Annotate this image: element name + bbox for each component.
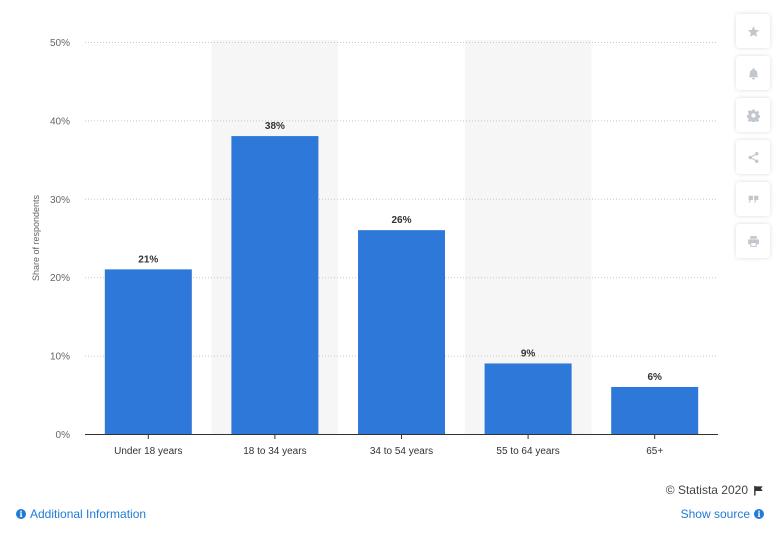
data-label: 9% [521,348,536,359]
bar[interactable] [231,136,319,434]
x-tick-label: 55 to 64 years [496,446,559,457]
x-tick-label: 34 to 54 years [370,446,433,457]
data-label: 26% [391,215,411,226]
x-tick-label: Under 18 years [114,446,182,457]
share-button[interactable] [736,140,770,174]
share-icon [748,151,758,163]
copyright-text: © Statista 2020 [665,483,748,497]
data-label: 6% [647,372,662,383]
bell-icon [748,67,758,79]
y-tick-label: 10% [50,352,70,363]
x-axis-ticks: Under 18 years 18 to 34 years 34 to 54 yea… [114,434,663,457]
gear-icon [746,109,760,122]
bar[interactable] [358,230,445,434]
chart-toolbar [736,14,770,258]
cite-button[interactable] [736,182,770,216]
bar[interactable] [611,386,699,434]
settings-button[interactable] [736,98,770,132]
flag-icon [754,485,763,496]
quote-icon [748,195,758,203]
y-axis-title: Share of respondents [31,194,41,281]
additional-information-label: Additional Information [30,507,147,521]
data-labels: 21% 38% 26% 9% 6% [138,121,662,383]
star-icon [747,25,759,37]
info-icon: i [754,509,764,519]
y-tick-label: 20% [50,273,70,284]
favorite-button[interactable] [736,14,770,48]
additional-information-link[interactable]: i Additional Information [16,507,146,521]
data-label: 21% [138,254,158,265]
y-tick-label: 0% [56,430,71,441]
y-tick-label: 30% [50,195,70,206]
y-tick-label: 40% [50,116,70,127]
print-button[interactable] [736,224,770,258]
copyright-credit: © Statista 2020 [666,483,764,497]
x-tick-label: 65+ [646,446,663,457]
x-tick-label: 18 to 34 years [243,446,306,457]
y-axis-ticks: 0% 10% 20% 30% 40% 50% [50,38,70,441]
bar[interactable] [484,363,572,434]
show-source-link[interactable]: Show source i [681,507,764,521]
bar[interactable] [104,269,192,434]
y-tick-label: 50% [50,38,70,49]
info-icon: i [16,509,26,519]
notification-button[interactable] [736,56,770,90]
show-source-label: Show source [680,507,750,521]
bars [104,136,699,434]
data-label: 38% [265,121,285,132]
print-icon [747,235,759,247]
